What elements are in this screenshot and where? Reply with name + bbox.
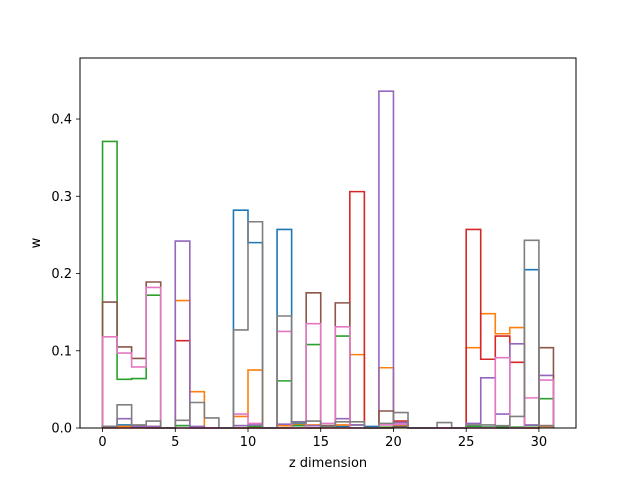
y-tick-label: 0.2 [51, 267, 72, 282]
y-tick-label: 0.1 [51, 344, 72, 359]
y-axis-ticks: 0.0 0.1 0.2 0.3 0.4 [51, 113, 80, 437]
x-tick-label: 5 [171, 435, 179, 450]
x-tick-label: 15 [312, 435, 329, 450]
plot-frame [79, 57, 577, 429]
x-axis-label: z dimension [289, 456, 367, 471]
x-axis-ticks: 0 5 10 15 20 25 30 [98, 428, 547, 450]
x-tick-label: 0 [98, 435, 106, 450]
series-7-step-line [101, 286, 555, 429]
y-axis-label: w [29, 237, 44, 248]
x-tick-label: 30 [531, 435, 548, 450]
x-tick-label: 10 [240, 435, 257, 450]
y-tick-label: 0.4 [51, 113, 72, 128]
x-tick-label: 25 [458, 435, 475, 450]
y-tick-label: 0.0 [51, 422, 72, 437]
y-tick-label: 0.3 [51, 190, 72, 205]
x-tick-label: 20 [385, 435, 402, 450]
